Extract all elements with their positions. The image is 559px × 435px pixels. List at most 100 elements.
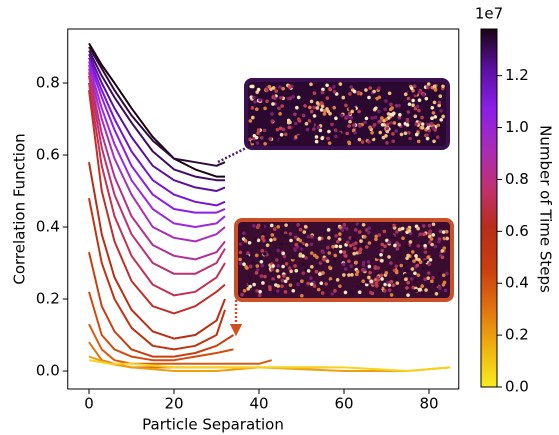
inset-dot [283,132,288,137]
inset-dot [419,132,424,137]
inset-dot [369,136,373,140]
inset-dot [424,96,429,101]
inset-dot [380,122,385,127]
inset-dot [319,101,324,105]
series-line [88,57,226,207]
inset-dot [345,227,349,231]
inset-dot [304,243,309,247]
series-line [88,198,226,351]
colorbar-offset: 1e7 [475,5,503,23]
inset-dot [394,264,399,269]
inset-dot [359,239,363,243]
inset-dot [420,126,425,130]
inset-dot [438,272,442,276]
inset-dot [272,227,277,231]
inset-dot [431,222,436,227]
inset-dot [267,84,272,89]
inset-dot [281,86,285,91]
inset-dot [293,264,297,268]
inset-dot [307,133,312,138]
series-line [88,90,226,315]
inset-dot [315,101,320,105]
inset-dot [361,222,366,227]
inset-dot [373,266,378,270]
inset-dot [376,278,381,282]
inset-dot [253,237,258,241]
inset-dot [392,223,396,228]
colorbar [480,28,498,388]
inset-dot [401,236,405,241]
inset-dot [312,105,316,110]
inset-dot [423,259,428,264]
inset-dot [293,112,297,117]
inset-dot [362,96,367,100]
inset-dot [384,134,388,138]
inset-dot [333,111,337,116]
inset-dot [312,114,317,118]
colorbar-tick-label: 0.2 [505,326,529,344]
inset-dot [353,228,358,232]
inset-dot [278,126,283,131]
inset-dot [411,98,415,103]
inset-dot [349,115,354,120]
inset-dot [242,288,247,293]
inset-dot [286,96,291,101]
inset-dot [276,248,280,253]
inset-dot [327,251,332,255]
inset-dot [312,91,317,95]
inset-dot [397,103,401,108]
inset-dot [344,103,348,108]
series-line [88,64,226,228]
inset-dot [354,260,358,265]
inset-dot [393,243,397,248]
inset-dot [270,112,274,116]
inset-dot [301,113,306,118]
inset-dot [432,100,437,105]
inset-dot [254,135,259,140]
inset-dot [283,279,288,284]
inset-dot [265,243,270,248]
y-axis-label: Correlation Function [11,133,29,284]
inset-dot [248,264,253,269]
inset-dot [263,106,267,111]
series-line [88,50,225,182]
y-tick-label: 0.0 [36,362,60,380]
inset-dot [387,288,392,292]
inset-dot [395,281,400,285]
inset-dot [254,115,259,119]
inset-dot [325,96,330,100]
inset-dot [331,99,335,104]
inset-dot [444,229,449,234]
inset-dot [375,275,380,280]
inset-dot [297,135,301,139]
inset-dot [348,236,352,240]
inset-dot [417,90,422,94]
series-line [88,46,226,167]
inset-dot [255,225,260,230]
inset-dot [353,138,358,143]
inset-dot [406,280,410,285]
inset-dot [343,254,348,258]
inset-dot [256,128,261,132]
inset-dot [430,106,435,110]
inset-dot [394,270,399,275]
inset-dot [298,238,303,243]
inset-dot [275,268,280,273]
inset-dot [319,281,324,286]
inset-dot [436,123,441,128]
inset-dot [251,115,255,120]
inset-dot [329,280,334,284]
inset-dot [279,96,283,100]
series-line [88,53,226,192]
inset-dot [423,243,427,248]
inset-dot [380,116,384,120]
inset-dot [320,104,325,109]
inset-dot [302,230,307,234]
inset-dot [258,256,263,261]
inset-dot [242,231,246,236]
inset-dot [314,263,319,268]
x-tick-label: 40 [249,395,268,413]
inset-dot [374,281,379,286]
inset-dot [338,82,343,86]
inset-dot [304,121,309,126]
